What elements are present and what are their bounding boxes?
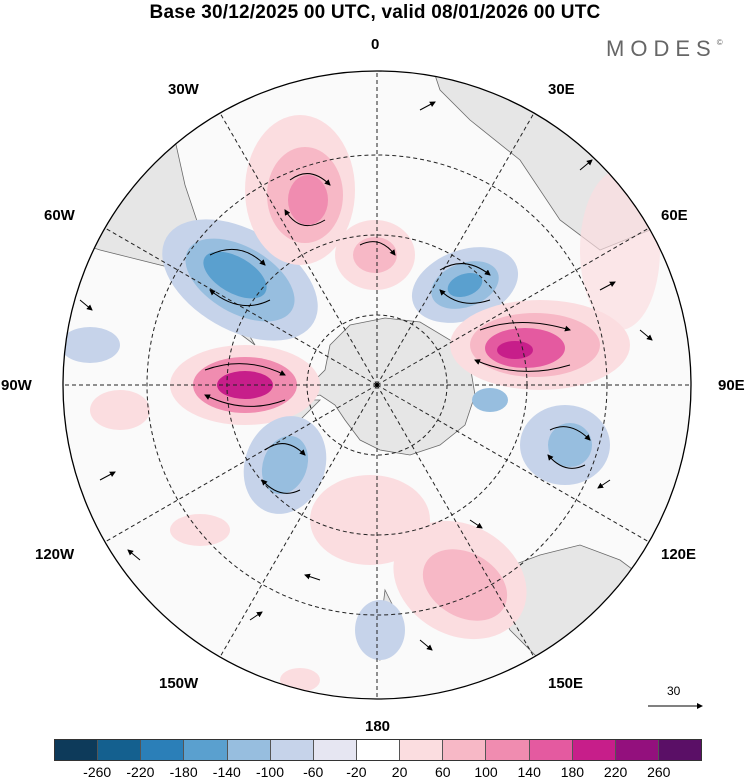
meridian-label-90e: 90E (718, 377, 745, 394)
colorbar-segment (443, 740, 487, 760)
wind-vector (127, 549, 141, 561)
meridian-label-60w: 60W (44, 207, 75, 224)
wind-vector (204, 363, 286, 376)
colorbar-tick-label: 260 (647, 764, 671, 780)
wind-vector (599, 281, 616, 291)
wind-vector (204, 394, 286, 407)
wind-vector (261, 479, 301, 494)
wind-vector (419, 639, 433, 651)
colorbar-segment (572, 740, 616, 760)
wind-vector (479, 322, 571, 332)
colorbar-tick-label: -220 (126, 764, 155, 780)
wind-vector (304, 573, 321, 581)
colorbar-segment (141, 740, 185, 760)
colorbar-tick-label: 140 (517, 764, 541, 780)
wind-vector (439, 263, 491, 276)
wind-vector (439, 289, 491, 304)
colorbar-segment (227, 740, 271, 760)
meridian-label-180: 180 (365, 718, 391, 735)
meridian-label-90w: 90W (1, 377, 32, 394)
meridian-label-120w: 120W (35, 546, 75, 563)
brand-text: MODES (606, 36, 717, 61)
colorbar-segment (400, 740, 444, 760)
colorbar-tick-label: 100 (474, 764, 498, 780)
meridian-label-30e: 30E (548, 81, 575, 98)
colorbar-tick-label: -20 (346, 764, 367, 780)
colorbar-segment (184, 740, 228, 760)
wind-vector (249, 611, 263, 621)
colorbar-segment (615, 740, 659, 760)
map-boundary (62, 70, 692, 700)
wind-vector (289, 173, 331, 186)
meridian-label-60e: 60E (661, 207, 688, 224)
colorbar-tick-label: 60 (435, 764, 451, 780)
colorbar-segment (55, 740, 99, 760)
colorbar-segment (486, 740, 530, 760)
wind-vector (547, 454, 586, 469)
wind-vector (579, 159, 593, 171)
meridian-label-30w: 30W (168, 81, 199, 98)
wind-vector (79, 299, 93, 311)
meridian-label-120e: 120E (661, 546, 697, 563)
wind-vector (469, 519, 483, 529)
colorbar (54, 739, 702, 761)
wind-vector (209, 289, 271, 307)
wind-vector (209, 248, 266, 266)
meridian-label-0: 0 (371, 36, 380, 53)
colorbar-tick-label: 180 (560, 764, 585, 780)
colorbar-tick-label: -100 (255, 764, 285, 780)
colorbar-tick-label: 220 (603, 764, 628, 780)
colorbar-segment (356, 740, 401, 760)
colorbar-tick-label: -180 (169, 764, 198, 780)
map-title: Base 30/12/2025 00 UTC, valid 08/01/2026… (149, 2, 601, 23)
wind-vector (264, 443, 306, 456)
colorbar-tick-label: -60 (303, 764, 324, 780)
colorbar-segment (313, 740, 357, 760)
wind-vector (359, 241, 396, 256)
wind-vector (129, 143, 149, 151)
wind-vector (159, 119, 176, 129)
copyright-mark: © (716, 38, 723, 47)
wind-vector (419, 101, 436, 111)
australia (494, 544, 691, 691)
reference-vector-label: 30 (667, 684, 681, 698)
wind-vector (284, 209, 326, 227)
south-pole-marker (375, 383, 379, 387)
modes-logo: MODES© (606, 36, 723, 62)
wind-vector (99, 471, 116, 481)
colorbar-segment (658, 740, 702, 760)
colorbar-tick-label: 20 (391, 764, 408, 780)
wind-vector (597, 479, 611, 489)
colorbar-tick-label: -140 (212, 764, 241, 780)
colorbar-segment (98, 740, 142, 760)
wind-vector (639, 329, 653, 341)
colorbar-tick-label: -260 (83, 764, 112, 780)
wind-vector (549, 426, 591, 441)
anomaly-field (63, 115, 660, 692)
colorbar-segment (529, 740, 573, 760)
graticule (63, 71, 691, 699)
wind-vector (474, 359, 571, 372)
colorbar-segment (270, 740, 314, 760)
meridian-label-150w: 150W (159, 675, 199, 692)
meridian-label-150e: 150E (548, 675, 584, 692)
